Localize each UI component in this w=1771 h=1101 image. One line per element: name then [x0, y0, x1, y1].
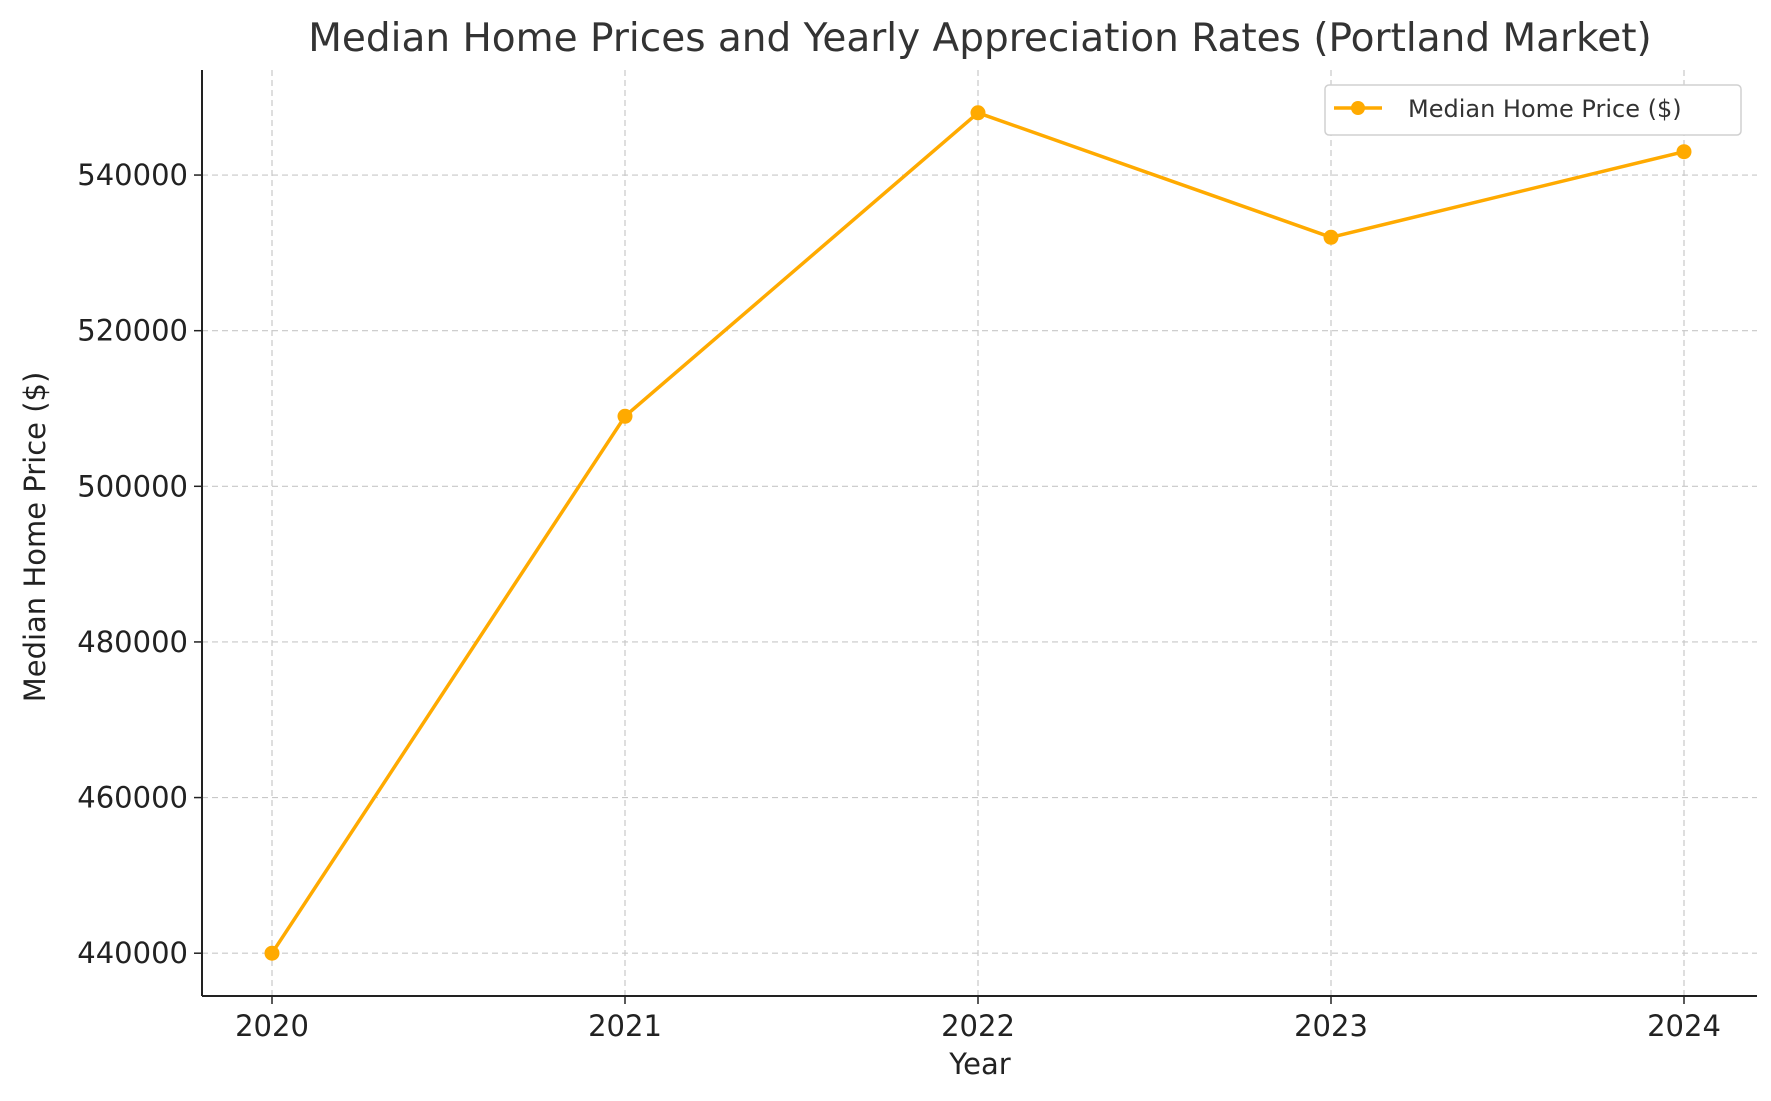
x-tick-label-2021: 2021: [588, 1009, 662, 1043]
x-tick-label-2022: 2022: [941, 1009, 1015, 1043]
legend-label-median-home-price: Median Home Price ($): [1408, 95, 1682, 123]
legend-marker-swatch: [1351, 101, 1365, 115]
y-axis-label: Median Home Price ($): [18, 372, 52, 703]
legend: Median Home Price ($): [1324, 84, 1742, 136]
y-tick-label-500000: 500000: [77, 469, 188, 503]
chart-title: Median Home Prices and Yearly Appreciati…: [308, 16, 1652, 61]
y-tick-label-520000: 520000: [77, 314, 188, 348]
y-tick-label-440000: 440000: [77, 936, 188, 970]
axes: [194, 70, 1757, 1004]
data-point-2020: [264, 945, 280, 961]
legend-box: [1324, 84, 1742, 136]
x-tick-label-2024: 2024: [1647, 1009, 1721, 1043]
series-layer: [264, 105, 1692, 961]
x-tick-label-2020: 2020: [235, 1009, 309, 1043]
y-tick-label-540000: 540000: [77, 158, 188, 192]
data-point-2021: [617, 408, 633, 424]
grid-lines: [202, 70, 1757, 996]
y-tick-label-460000: 460000: [77, 781, 188, 815]
data-point-2022: [970, 105, 986, 121]
y-tick-label-480000: 480000: [77, 625, 188, 659]
data-point-2023: [1323, 229, 1339, 245]
x-axis-label: Year: [948, 1047, 1010, 1081]
data-point-2024: [1676, 144, 1692, 160]
tick-labels: 2020 2021 2022 2023 2024 440000 460000 480000 50…: [77, 158, 1721, 1043]
x-tick-label-2023: 2023: [1294, 1009, 1368, 1043]
